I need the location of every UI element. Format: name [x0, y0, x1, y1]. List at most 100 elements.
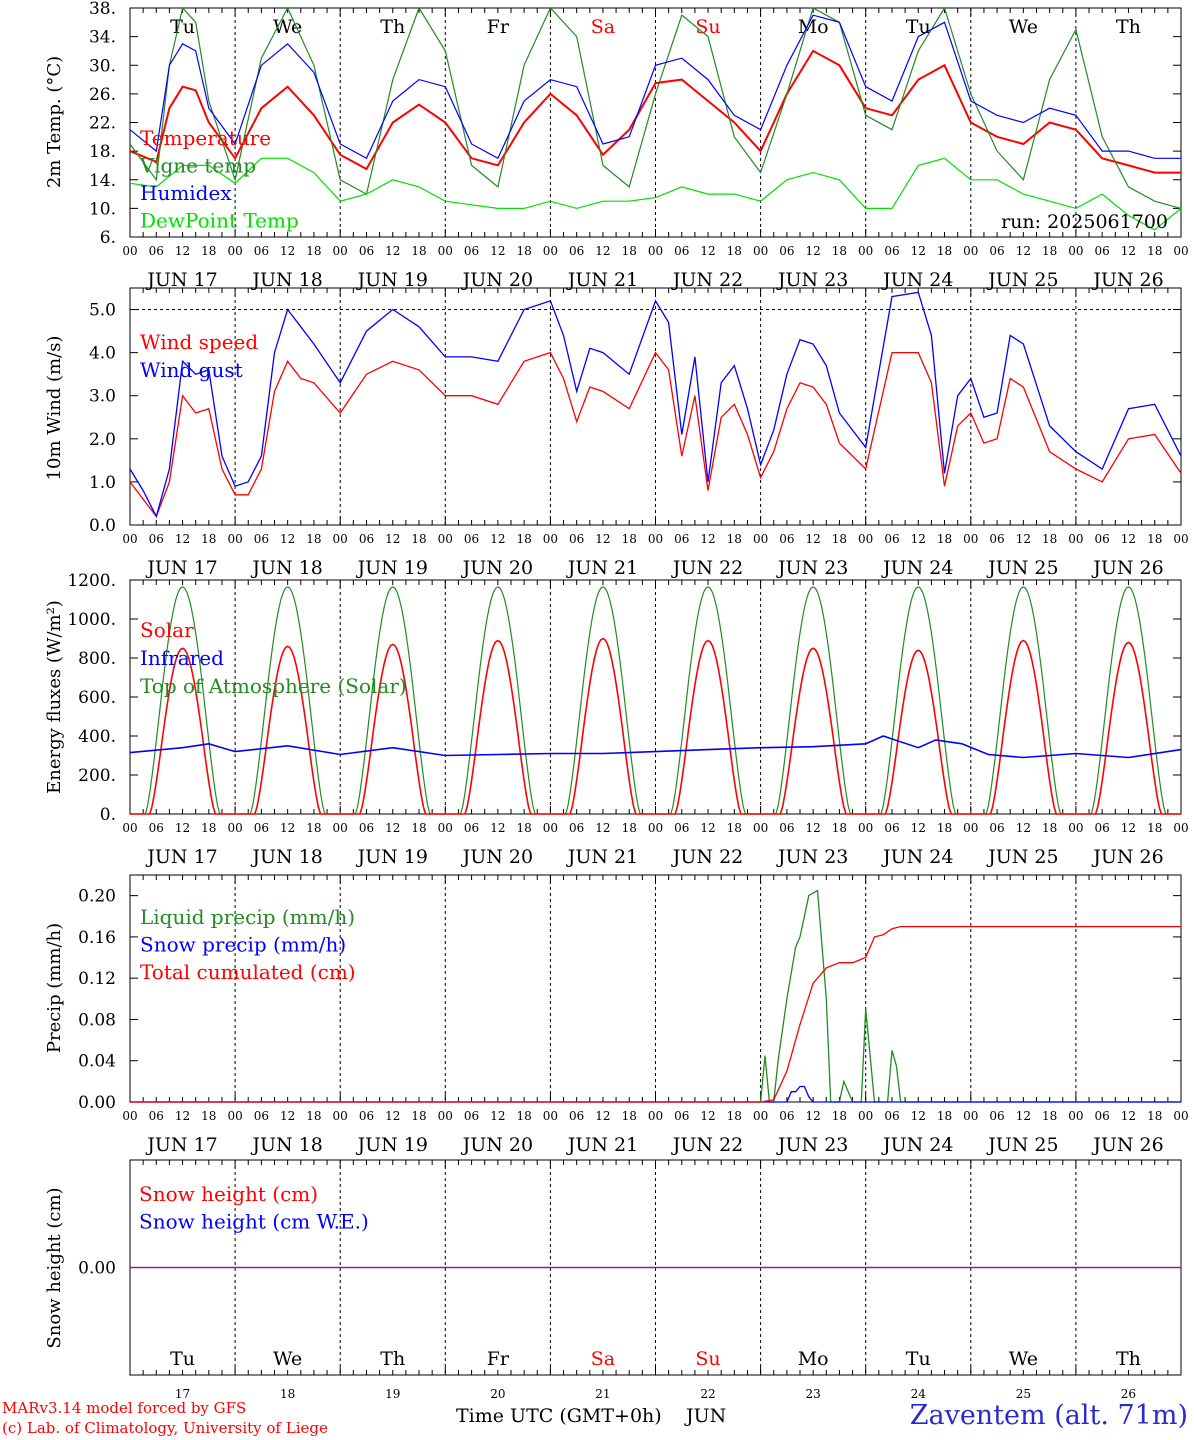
- date-label: JUN 21: [566, 846, 638, 868]
- hour-tick-label: 12: [280, 532, 295, 546]
- y-tick-label: 800.: [78, 649, 116, 669]
- weekday-label: Tu: [906, 1348, 931, 1370]
- hour-tick-label: 06: [569, 532, 584, 546]
- hour-tick-label: 12: [175, 1109, 190, 1123]
- hour-tick-label: 00: [227, 532, 242, 546]
- legend-humidex: Humidex: [140, 181, 232, 205]
- hour-tick-label: 18: [306, 821, 321, 835]
- hour-tick-label: 18: [727, 532, 742, 546]
- hour-tick-label: 06: [149, 532, 164, 546]
- hour-tick-label: 00: [333, 532, 348, 546]
- day-number-label: 18: [280, 1387, 295, 1401]
- date-label: JUN 23: [776, 846, 848, 868]
- hour-tick-label: 06: [464, 532, 479, 546]
- hour-tick-label: 12: [806, 1109, 821, 1123]
- hour-tick-label: 12: [595, 1109, 610, 1123]
- y-tick-label: 0.04: [78, 1052, 116, 1072]
- series-humidex: [129, 14, 1181, 160]
- hour-tick-label: 00: [753, 1109, 768, 1123]
- hour-tick-label: 06: [1095, 244, 1110, 258]
- hour-tick-label: 12: [1016, 532, 1031, 546]
- weekday-label: We: [1009, 1348, 1038, 1370]
- y-tick-label: 38.: [89, 0, 116, 19]
- y-tick-label: 0.: [100, 805, 116, 825]
- hour-tick-label: 12: [911, 1109, 926, 1123]
- hour-tick-label: 12: [806, 821, 821, 835]
- hour-tick-label: 18: [201, 821, 216, 835]
- hour-tick-label: 18: [832, 244, 847, 258]
- y-tick-label: 1200.: [67, 571, 116, 591]
- hour-tick-label: 12: [700, 244, 715, 258]
- date-label: JUN 17: [145, 1134, 217, 1156]
- y-tick-label: 0.20: [78, 887, 116, 907]
- series-wind-speed: [129, 351, 1182, 518]
- hour-tick-label: 12: [700, 821, 715, 835]
- hour-tick-label: 00: [753, 821, 768, 835]
- legend-snow-height-cm-w-e-: Snow height (cm W.E.): [139, 1210, 369, 1234]
- hour-tick-label: 12: [175, 244, 190, 258]
- y-tick-label: 0.00: [78, 1259, 116, 1279]
- series-snow-precip-mm-h-: [130, 1085, 1181, 1103]
- hour-tick-label: 12: [280, 821, 295, 835]
- hour-tick-label: 18: [1147, 532, 1162, 546]
- hour-tick-label: 18: [411, 1109, 426, 1123]
- date-label: JUN 18: [250, 1134, 322, 1156]
- weekday-label: Th: [1116, 1348, 1141, 1370]
- legend-infrared: Infrared: [140, 646, 224, 670]
- hour-tick-label: 00: [648, 244, 663, 258]
- hour-tick-label: 18: [622, 532, 637, 546]
- hour-tick-label: 12: [700, 1109, 715, 1123]
- hour-tick-label: 12: [1121, 244, 1136, 258]
- date-label: JUN 22: [671, 1134, 743, 1156]
- hour-tick-label: 06: [884, 1109, 899, 1123]
- hour-tick-label: 00: [227, 1109, 242, 1123]
- date-label: JUN 18: [250, 557, 322, 579]
- hour-tick-label: 18: [727, 1109, 742, 1123]
- date-label: JUN 19: [356, 557, 428, 579]
- legend-snow-height-cm-: Snow height (cm): [139, 1182, 318, 1206]
- hour-tick-label: 00: [438, 532, 453, 546]
- hour-tick-label: 06: [149, 244, 164, 258]
- hour-tick-label: 12: [806, 532, 821, 546]
- hour-tick-label: 06: [779, 532, 794, 546]
- hour-tick-label: 06: [989, 821, 1004, 835]
- y-tick-label: 34.: [89, 28, 116, 48]
- hour-tick-label: 00: [122, 532, 137, 546]
- hour-tick-label: 18: [1042, 532, 1057, 546]
- date-label: JUN 24: [881, 557, 953, 579]
- date-label: JUN 25: [986, 269, 1058, 291]
- hour-tick-label: 12: [175, 532, 190, 546]
- hour-tick-label: 00: [438, 244, 453, 258]
- panel-frame-2: [129, 287, 1182, 526]
- hour-tick-label: 06: [149, 1109, 164, 1123]
- hour-tick-label: 06: [989, 1109, 1004, 1123]
- legend-solar: Solar: [140, 618, 194, 642]
- hour-tick-label: 06: [884, 532, 899, 546]
- date-label: JUN 18: [250, 846, 322, 868]
- hour-tick-label: 06: [464, 244, 479, 258]
- weekday-label: We: [273, 1348, 302, 1370]
- hour-tick-label: 00: [1068, 1109, 1083, 1123]
- hour-tick-label: 00: [333, 1109, 348, 1123]
- hour-tick-label: 18: [201, 1109, 216, 1123]
- hour-tick-label: 18: [201, 532, 216, 546]
- series-wind-gust: [129, 291, 1182, 519]
- hour-tick-label: 00: [858, 1109, 873, 1123]
- hour-tick-label: 18: [1042, 1109, 1057, 1123]
- hour-tick-label: 06: [989, 532, 1004, 546]
- date-label: JUN 24: [881, 1134, 953, 1156]
- hour-tick-label: 00: [438, 1109, 453, 1123]
- date-label: JUN 23: [776, 557, 848, 579]
- hour-tick-label: 00: [1173, 1109, 1188, 1123]
- hour-tick-label: 00: [333, 821, 348, 835]
- day-number-label: 26: [1121, 1387, 1136, 1401]
- hour-tick-label: 18: [201, 244, 216, 258]
- series-vigne-temp: [129, 6, 1182, 209]
- y-tick-label: 18.: [89, 142, 116, 162]
- hour-tick-label: 00: [648, 532, 663, 546]
- hour-tick-label: 18: [1042, 244, 1057, 258]
- date-label: JUN 19: [356, 846, 428, 868]
- hour-tick-label: 18: [622, 821, 637, 835]
- legend-wind-speed: Wind speed: [140, 330, 258, 354]
- y-axis-label: 10m Wind (m/s): [44, 336, 65, 481]
